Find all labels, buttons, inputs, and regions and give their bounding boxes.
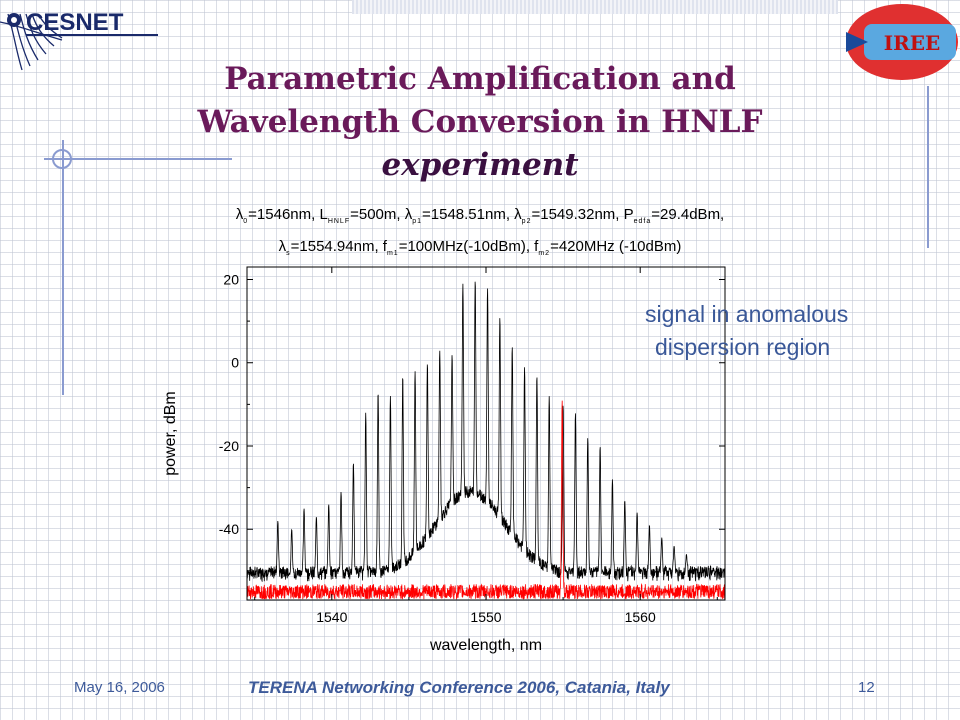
parameter-text: =500m, λ	[350, 206, 413, 223]
parameter-subscript: s	[286, 250, 291, 257]
parameter-text: =1554.94nm, f	[290, 238, 387, 255]
y-tick-label: 0	[231, 355, 239, 371]
footer-page-number: 12	[858, 679, 875, 696]
parameter-text: =1549.32nm, P	[531, 206, 634, 223]
parameter-text: =29.4dBm,	[651, 206, 725, 223]
series-line-output	[247, 281, 725, 583]
spectrum-chart: 1540 1550 1560 20 0 -20 -40 wavelength, nm pow…	[150, 255, 750, 665]
x-tick-label: 1540	[316, 609, 347, 625]
parameter-subscript: edfa	[633, 218, 652, 225]
parameter-text: =420MHz (-10dBm)	[550, 238, 682, 255]
parameter-subscript: m1	[386, 250, 399, 257]
parameter-text: =100MHz(-10dBm), f	[398, 238, 539, 255]
parameter-subscript: p1	[412, 218, 423, 225]
slide-title: Parametric Amplification and Wavelength …	[100, 58, 860, 187]
parameters-line-1: λ0=1546nm, LHNLF=500m, λp1=1548.51nm, λp…	[190, 202, 770, 234]
title-line-1: Parametric Amplification and	[224, 61, 736, 97]
iree-logo: IREE	[840, 2, 960, 86]
parameter-subscript: 0	[243, 218, 249, 225]
parameter-text: λ	[278, 238, 287, 255]
parameter-text: =1548.51nm, λ	[422, 206, 522, 223]
parameters-line-2: λs=1554.94nm, fm1=100MHz(-10dBm), fm2=42…	[190, 234, 770, 266]
footer-conference: TERENA Networking Conference 2006, Catan…	[248, 678, 670, 697]
decorative-line-right	[927, 86, 929, 248]
decorative-line-top	[44, 158, 232, 160]
y-tick-label: -40	[219, 521, 239, 537]
experiment-parameters: λ0=1546nm, LHNLF=500m, λp1=1548.51nm, λp…	[190, 202, 770, 266]
annotation-line-1: signal in anomalous	[645, 301, 849, 327]
signal-annotation: signal in anomalous dispersion region	[645, 298, 905, 364]
title-line-2: Wavelength Conversion in HNLF	[197, 104, 763, 140]
top-decorative-band	[352, 0, 838, 14]
footer-date: May 16, 2006	[74, 679, 165, 696]
svg-text:IREE: IREE	[884, 31, 940, 55]
decorative-circle	[52, 149, 72, 169]
cesnet-logo: CESNET	[0, 0, 165, 72]
decorative-line-left	[62, 140, 64, 395]
y-tick-label: -20	[219, 438, 239, 454]
y-tick-label: 20	[223, 271, 239, 287]
x-tick-label: 1560	[625, 609, 656, 625]
annotation-line-2: dispersion region	[655, 334, 831, 360]
y-axis-label: power, dBm	[162, 391, 179, 475]
svg-text:CESNET: CESNET	[26, 9, 124, 36]
parameter-subscript: p2	[521, 218, 532, 225]
x-axis-label: wavelength, nm	[429, 637, 542, 654]
parameter-subscript: HNLF	[327, 218, 351, 225]
parameter-text: =1546nm, L	[248, 206, 328, 223]
series-line-signal	[247, 400, 725, 600]
parameter-text: λ	[235, 206, 244, 223]
title-line-3: experiment	[381, 147, 579, 183]
spectrum-chart-svg: 1540 1550 1560 20 0 -20 -40 wavelength, nm pow…	[162, 266, 726, 654]
x-tick-label: 1550	[470, 609, 501, 625]
parameter-subscript: m2	[538, 250, 551, 257]
